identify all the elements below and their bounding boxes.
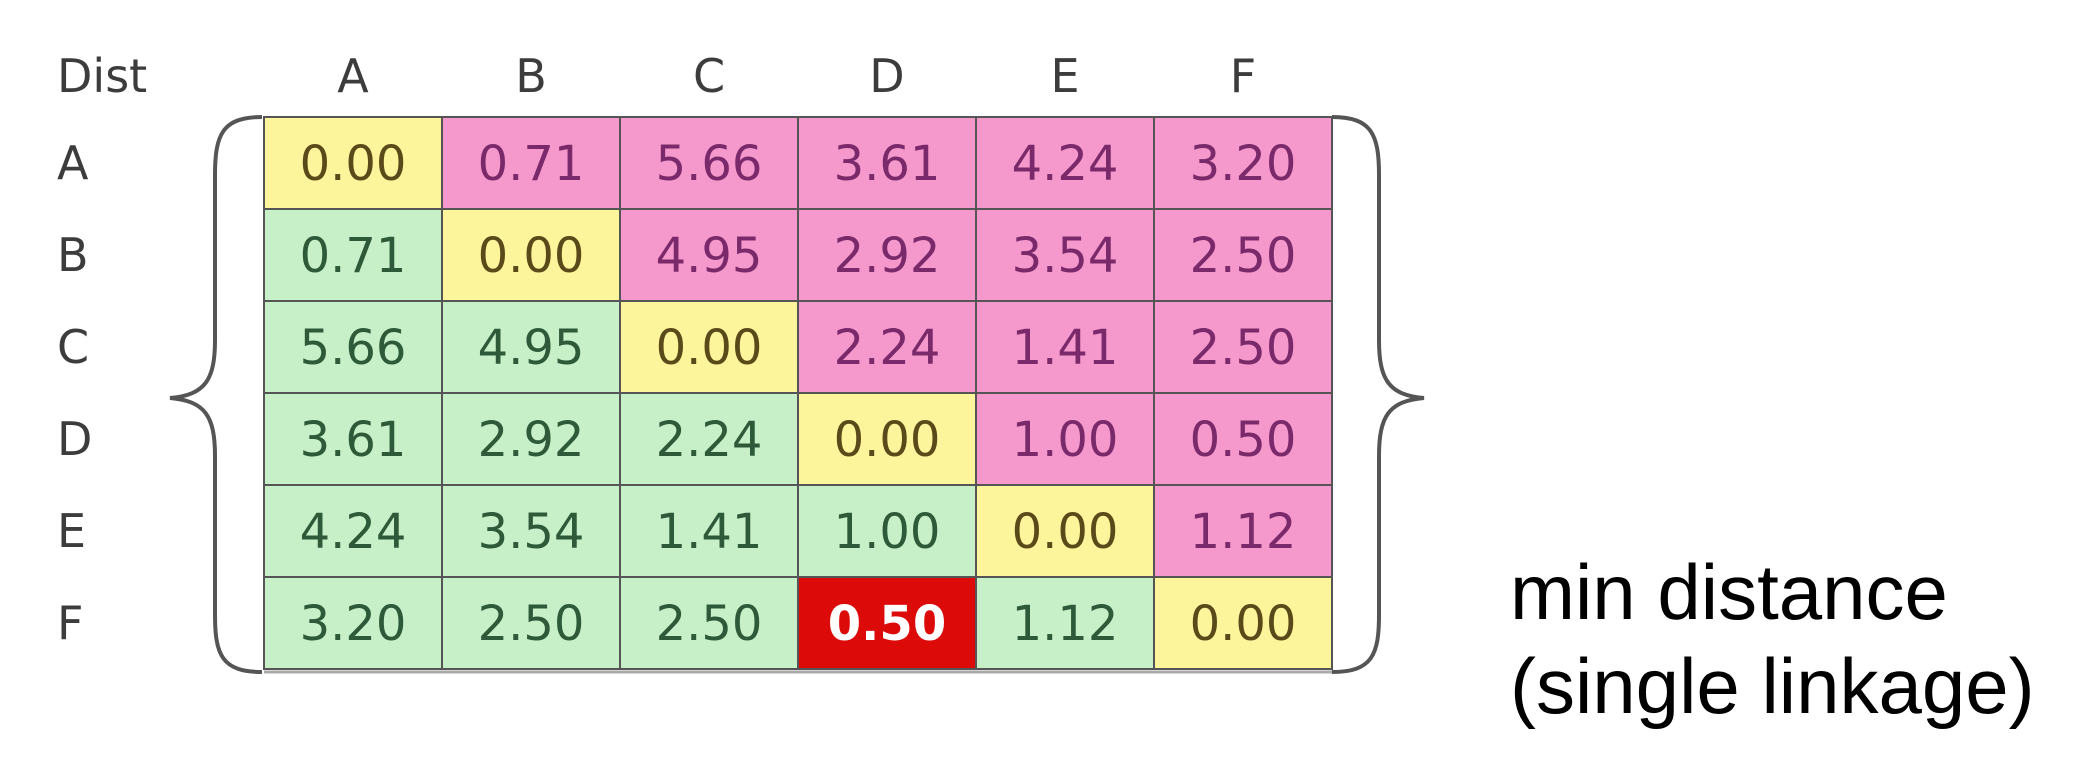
cell-b-a-bg [263, 208, 443, 302]
caption-line-1: min distance [1510, 548, 1948, 636]
caption: min distance (single linkage) [1510, 545, 2035, 733]
cell-c-a-value: 5.66 [300, 320, 407, 376]
matrix-cells: 0.00 0.71 5.66 3.61 4.24 3.20 0.71 0.00 4.95 2.92… [263, 116, 1333, 674]
corner-label: Dist [57, 49, 147, 103]
cell-b-b-value: 0.00 [478, 228, 585, 284]
left-brace [169, 115, 263, 674]
cell-b-c-value: 4.95 [656, 228, 763, 284]
cell-f-d-bg [797, 576, 977, 670]
cell-c-a-bg [263, 300, 443, 394]
cell-f-d-value: 0.50 [828, 596, 946, 652]
cell-b-e-value: 3.54 [1012, 228, 1119, 284]
cell-d-f-bg [1153, 392, 1333, 486]
column-header-b: B [515, 49, 547, 103]
cell-d-e-value: 1.00 [1012, 412, 1119, 468]
cell-d-f-value: 0.50 [1190, 412, 1297, 468]
row-header-e: E [57, 504, 86, 558]
cell-a-f-value: 3.20 [1190, 136, 1297, 192]
cell-f-f-bg [1153, 576, 1333, 670]
cell-e-c-value: 1.41 [656, 504, 763, 560]
cell-a-a-value: 0.00 [300, 136, 407, 192]
cell-e-b-value: 3.54 [478, 504, 585, 560]
cell-d-a-value: 3.61 [300, 412, 407, 468]
cell-d-b-bg [441, 392, 621, 486]
column-header-a: A [337, 49, 369, 103]
cell-c-c-value: 0.00 [656, 320, 763, 376]
cell-c-b-value: 4.95 [478, 320, 585, 376]
cell-b-c-bg [619, 208, 799, 302]
cell-a-c-bg [619, 116, 799, 210]
cell-a-b-value: 0.71 [478, 136, 585, 192]
cell-b-f-value: 2.50 [1190, 228, 1297, 284]
cell-d-d-value: 0.00 [834, 412, 941, 468]
column-header-f: F [1230, 49, 1256, 103]
row-header-b: B [57, 228, 89, 282]
cell-e-f-value: 1.12 [1190, 504, 1297, 560]
cell-c-e-value: 1.41 [1012, 320, 1119, 376]
cell-b-f-bg [1153, 208, 1333, 302]
caption-line-2: (single linkage) [1510, 642, 2035, 730]
cell-a-c-value: 5.66 [656, 136, 763, 192]
cell-e-f-bg [1153, 484, 1333, 578]
cell-a-d-value: 3.61 [834, 136, 941, 192]
cell-c-d-value: 2.24 [834, 320, 941, 376]
column-header-e: E [1050, 49, 1079, 103]
cell-e-d-value: 1.00 [834, 504, 941, 560]
cell-a-e-value: 4.24 [1012, 136, 1119, 192]
cell-a-f-bg [1153, 116, 1333, 210]
cell-b-e-bg [975, 208, 1155, 302]
right-brace [1331, 115, 1425, 674]
cell-b-d-value: 2.92 [834, 228, 941, 284]
row-header-d: D [57, 412, 92, 466]
cell-b-b-bg [441, 208, 621, 302]
cell-b-d-bg [797, 208, 977, 302]
cell-e-d-bg [797, 484, 977, 578]
column-header-d: D [869, 49, 904, 103]
cell-e-a-value: 4.24 [300, 504, 407, 560]
cell-d-d-bg [797, 392, 977, 486]
cell-e-a-bg [263, 484, 443, 578]
cell-f-c-value: 2.50 [656, 596, 763, 652]
cell-f-f-value: 0.00 [1190, 596, 1297, 652]
cell-f-c-bg [619, 576, 799, 670]
column-header-c: C [693, 49, 725, 103]
cell-f-b-value: 2.50 [478, 596, 585, 652]
row-header-a: A [57, 136, 89, 190]
cell-c-f-bg [1153, 300, 1333, 394]
cell-f-a-value: 3.20 [300, 596, 407, 652]
cell-d-c-value: 2.24 [656, 412, 763, 468]
cell-a-a-bg [263, 116, 443, 210]
row-header-c: C [57, 320, 89, 374]
cell-c-f-value: 2.50 [1190, 320, 1297, 376]
cell-b-a-value: 0.71 [300, 228, 407, 284]
cell-e-c-bg [619, 484, 799, 578]
row-header-f: F [57, 596, 83, 650]
cell-a-d-bg [797, 116, 977, 210]
cell-f-a-bg [263, 576, 443, 670]
cell-d-b-value: 2.92 [478, 412, 585, 468]
column-headers: A B C D E F [337, 49, 1256, 103]
cell-f-e-bg [975, 576, 1155, 670]
cell-f-e-value: 1.12 [1012, 596, 1119, 652]
cell-e-e-value: 0.00 [1012, 504, 1119, 560]
cell-d-a-bg [263, 392, 443, 486]
